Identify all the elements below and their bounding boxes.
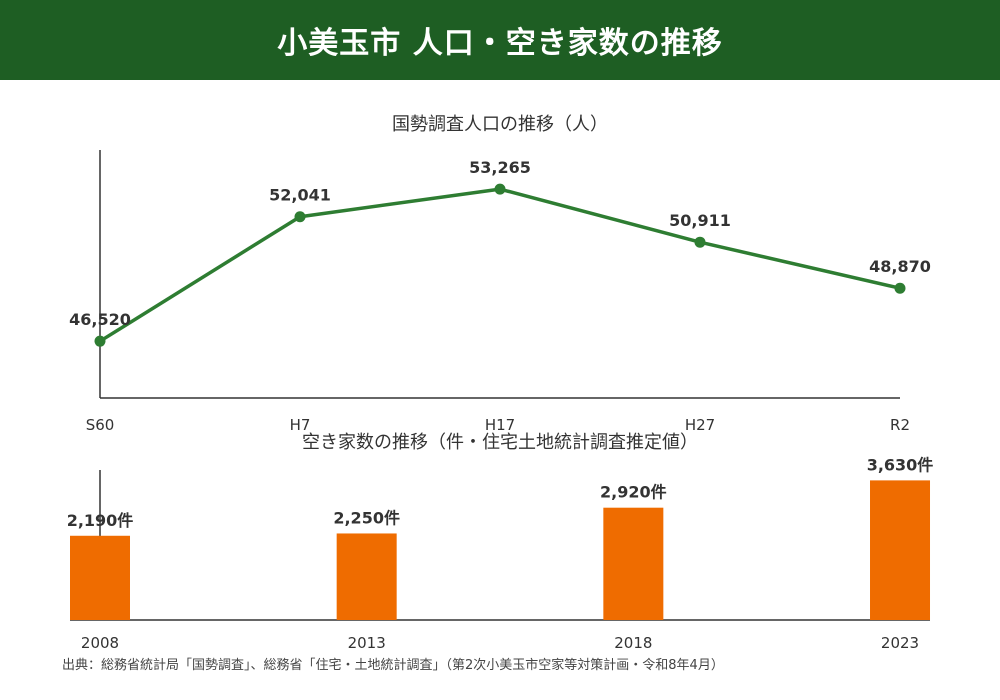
population-chart-title: 国勢調査人口の推移（人） [392,114,608,135]
vacancy-chart-title: 空き家数の推移（件・住宅土地統計調査推定値） [302,432,698,453]
vacancy-x-tick: 2008 [81,634,119,652]
chart-area: 国勢調査人口の推移（人） 46,520 S60 52,041 H7 53,265 H17 5… [67,114,934,652]
population-line-chart: 国勢調査人口の推移（人） 46,520 S60 52,041 H7 53,265 H17 5… [69,114,931,434]
population-series-line [99,187,901,343]
vacancy-bar [603,507,664,620]
vacancy-data-label: 3,630件 [867,455,934,474]
vacancy-bar [336,533,397,620]
population-data-label: 53,265 [469,158,531,177]
vacancy-x-tick: 2018 [614,634,652,652]
vacancy-data-label: 2,190件 [67,511,134,530]
population-x-tick: H17 [485,416,515,434]
population-data-label: 46,520 [69,310,131,329]
vacancy-bar [870,480,931,620]
population-x-tick: S60 [86,416,115,434]
population-point [694,236,706,248]
vacancy-data-label: 2,250件 [333,508,400,527]
vacancy-bar [70,535,130,620]
population-point [494,183,506,195]
population-data-label: 52,041 [269,186,331,205]
population-point [94,335,106,347]
vacancy-x-tick: 2023 [881,634,919,652]
header-banner: 小美玉市 人口・空き家数の推移 [0,0,1000,80]
population-point [894,282,906,294]
population-x-tick: H7 [290,416,311,434]
population-x-tick: H27 [685,416,715,434]
population-point [294,211,306,223]
vacancy-bar-chart: 空き家数の推移（件・住宅土地統計調査推定値） 2,190件 2008 2,250件 2… [67,432,934,652]
vacancy-x-tick: 2013 [348,634,386,652]
source-note: 出典：総務省統計局「国勢調査」、総務省「住宅・土地統計調査」（第2次小美玉市空家… [62,658,724,673]
page-title: 小美玉市 人口・空き家数の推移 [277,26,723,61]
population-data-label: 48,870 [869,257,931,276]
population-data-label: 50,911 [669,211,731,230]
population-x-tick: R2 [890,416,910,434]
vacancy-data-label: 2,920件 [600,483,667,502]
